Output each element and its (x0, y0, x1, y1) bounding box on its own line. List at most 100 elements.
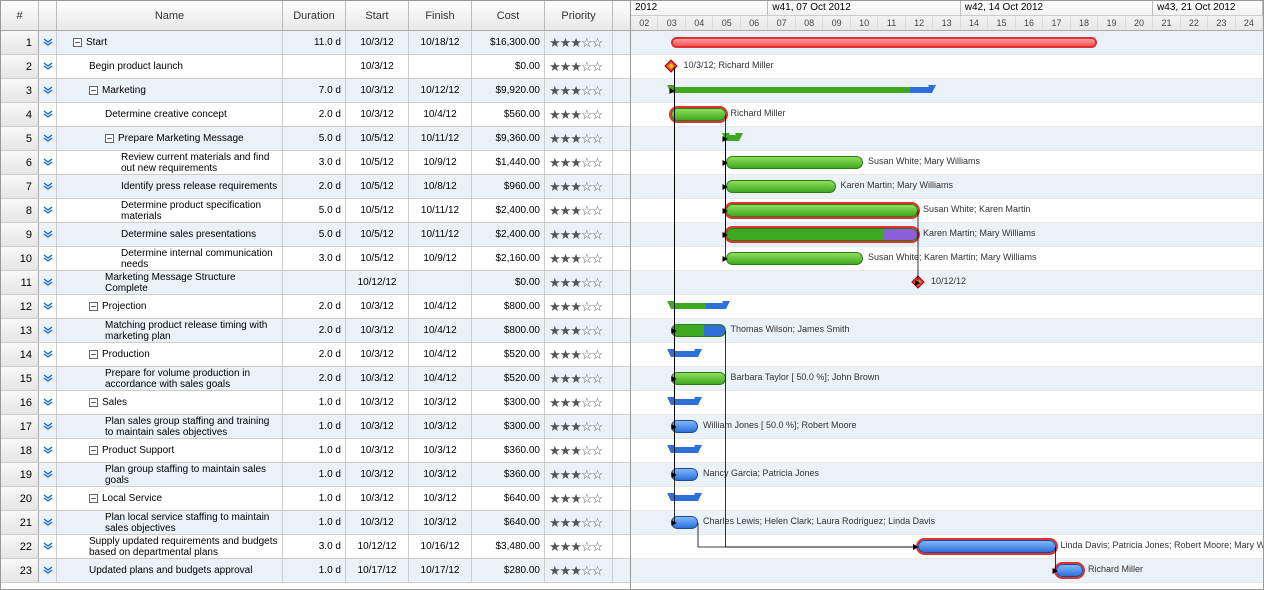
expand-toggle[interactable] (89, 398, 98, 407)
duration-cell[interactable]: 11.0 d (283, 31, 346, 54)
cost-cell[interactable]: $800.00 (472, 295, 545, 318)
task-name-cell[interactable]: Supply updated requirements and budgets … (57, 535, 283, 558)
priority-cell[interactable]: ★★★☆☆ (545, 487, 613, 510)
task-name-cell[interactable]: Determine sales presentations (57, 223, 283, 246)
start-cell[interactable]: 10/3/12 (346, 31, 409, 54)
task-bar[interactable]: Barbara Taylor [ 50.0 %]; John Brown (671, 372, 726, 385)
task-name-cell[interactable]: Projection (57, 295, 283, 318)
gantt-row[interactable]: Richard Miller (631, 103, 1263, 127)
priority-cell[interactable]: ★★★☆☆ (545, 271, 613, 294)
priority-cell[interactable]: ★★★☆☆ (545, 463, 613, 486)
task-bar[interactable]: William Jones [ 50.0 %]; Robert Moore (671, 420, 699, 433)
duration-cell[interactable]: 2.0 d (283, 319, 346, 342)
finish-cell[interactable]: 10/4/12 (409, 343, 472, 366)
day-header[interactable]: 09 (823, 16, 850, 31)
finish-cell[interactable]: 10/4/12 (409, 295, 472, 318)
gantt-row[interactable] (631, 31, 1263, 55)
start-cell[interactable]: 10/3/12 (346, 319, 409, 342)
finish-cell[interactable]: 10/9/12 (409, 247, 472, 270)
table-row[interactable]: 17Plan sales group staffing and training… (1, 415, 630, 439)
table-row[interactable]: 9Determine sales presentations5.0 d10/5/… (1, 223, 630, 247)
duration-cell[interactable]: 2.0 d (283, 295, 346, 318)
finish-cell[interactable]: 10/3/12 (409, 415, 472, 438)
finish-cell[interactable]: 10/4/12 (409, 367, 472, 390)
table-row[interactable]: 6Review current materials and find out n… (1, 151, 630, 175)
col-indicator[interactable] (39, 1, 57, 30)
expand-toggle[interactable] (89, 302, 98, 311)
day-header[interactable]: 02 (631, 16, 658, 31)
task-name-cell[interactable]: Prepare Marketing Message (57, 127, 283, 150)
group-bar[interactable] (671, 495, 699, 501)
group-bar[interactable] (671, 351, 699, 357)
priority-cell[interactable]: ★★★☆☆ (545, 295, 613, 318)
table-row[interactable]: 3Marketing7.0 d10/3/1210/12/12$9,920.00★… (1, 79, 630, 103)
task-bar[interactable]: Karen Martin; Mary Williams (726, 180, 836, 193)
day-header[interactable]: 24 (1236, 16, 1263, 31)
start-cell[interactable]: 10/3/12 (346, 367, 409, 390)
start-cell[interactable]: 10/12/12 (346, 535, 409, 558)
finish-cell[interactable] (409, 271, 472, 294)
gantt-row[interactable]: Linda Davis; Patricia Jones; Robert Moor… (631, 535, 1263, 559)
day-header[interactable]: 17 (1043, 16, 1070, 31)
task-name-cell[interactable]: Updated plans and budgets approval (57, 559, 283, 582)
day-header[interactable]: 20 (1126, 16, 1153, 31)
finish-cell[interactable]: 10/11/12 (409, 223, 472, 246)
table-row[interactable]: 8Determine product specification materia… (1, 199, 630, 223)
gantt-row[interactable]: William Jones [ 50.0 %]; Robert Moore (631, 415, 1263, 439)
priority-cell[interactable]: ★★★☆☆ (545, 127, 613, 150)
priority-cell[interactable]: ★★★☆☆ (545, 439, 613, 462)
task-name-cell[interactable]: Start (57, 31, 283, 54)
task-name-cell[interactable]: Plan sales group staffing and training t… (57, 415, 283, 438)
day-header[interactable]: 03 (658, 16, 685, 31)
priority-cell[interactable]: ★★★☆☆ (545, 79, 613, 102)
task-name-cell[interactable]: Identify press release requirements (57, 175, 283, 198)
cost-cell[interactable]: $2,160.00 (472, 247, 545, 270)
priority-cell[interactable]: ★★★☆☆ (545, 151, 613, 174)
duration-cell[interactable]: 1.0 d (283, 415, 346, 438)
day-header[interactable]: 07 (768, 16, 795, 31)
gantt-row[interactable]: Nancy Garcia; Patricia Jones (631, 463, 1263, 487)
cost-cell[interactable]: $520.00 (472, 367, 545, 390)
col-start[interactable]: Start (346, 1, 409, 30)
finish-cell[interactable]: 10/9/12 (409, 151, 472, 174)
finish-cell[interactable]: 10/3/12 (409, 391, 472, 414)
task-bar[interactable]: Karen Martin; Mary Williams (726, 228, 919, 241)
task-name-cell[interactable]: Plan local service staffing to maintain … (57, 511, 283, 534)
finish-cell[interactable]: 10/3/12 (409, 511, 472, 534)
task-name-cell[interactable]: Production (57, 343, 283, 366)
start-cell[interactable]: 10/3/12 (346, 343, 409, 366)
table-row[interactable]: 23Updated plans and budgets approval1.0 … (1, 559, 630, 583)
cost-cell[interactable]: $1,440.00 (472, 151, 545, 174)
task-bar[interactable]: Linda Davis; Patricia Jones; Robert Moor… (918, 540, 1056, 553)
finish-cell[interactable]: 10/16/12 (409, 535, 472, 558)
gantt-row[interactable]: Richard Miller (631, 559, 1263, 583)
expand-toggle[interactable] (89, 350, 98, 359)
table-row[interactable]: 20Local Service1.0 d10/3/1210/3/12$640.0… (1, 487, 630, 511)
priority-cell[interactable]: ★★★☆☆ (545, 55, 613, 78)
task-name-cell[interactable]: Determine product specification material… (57, 199, 283, 222)
cost-cell[interactable]: $9,360.00 (472, 127, 545, 150)
cost-cell[interactable]: $0.00 (472, 55, 545, 78)
col-priority[interactable]: Priority (545, 1, 613, 30)
finish-cell[interactable]: 10/17/12 (409, 559, 472, 582)
duration-cell[interactable]: 1.0 d (283, 439, 346, 462)
day-header[interactable]: 11 (878, 16, 905, 31)
day-header[interactable]: 19 (1098, 16, 1125, 31)
priority-cell[interactable]: ★★★☆☆ (545, 223, 613, 246)
priority-cell[interactable]: ★★★☆☆ (545, 367, 613, 390)
task-name-cell[interactable]: Determine creative concept (57, 103, 283, 126)
task-name-cell[interactable]: Determine internal communication needs (57, 247, 283, 270)
gantt-row[interactable]: Thomas Wilson; James Smith (631, 319, 1263, 343)
duration-cell[interactable]: 2.0 d (283, 343, 346, 366)
priority-cell[interactable]: ★★★☆☆ (545, 31, 613, 54)
gantt-row[interactable] (631, 487, 1263, 511)
day-header[interactable]: 05 (713, 16, 740, 31)
start-cell[interactable]: 10/3/12 (346, 487, 409, 510)
gantt-row[interactable]: Barbara Taylor [ 50.0 %]; John Brown (631, 367, 1263, 391)
table-row[interactable]: 18Product Support1.0 d10/3/1210/3/12$360… (1, 439, 630, 463)
group-bar[interactable] (671, 87, 932, 93)
finish-cell[interactable]: 10/3/12 (409, 487, 472, 510)
duration-cell[interactable] (283, 55, 346, 78)
table-row[interactable]: 12Projection2.0 d10/3/1210/4/12$800.00★★… (1, 295, 630, 319)
gantt-row[interactable]: Karen Martin; Mary Williams (631, 223, 1263, 247)
